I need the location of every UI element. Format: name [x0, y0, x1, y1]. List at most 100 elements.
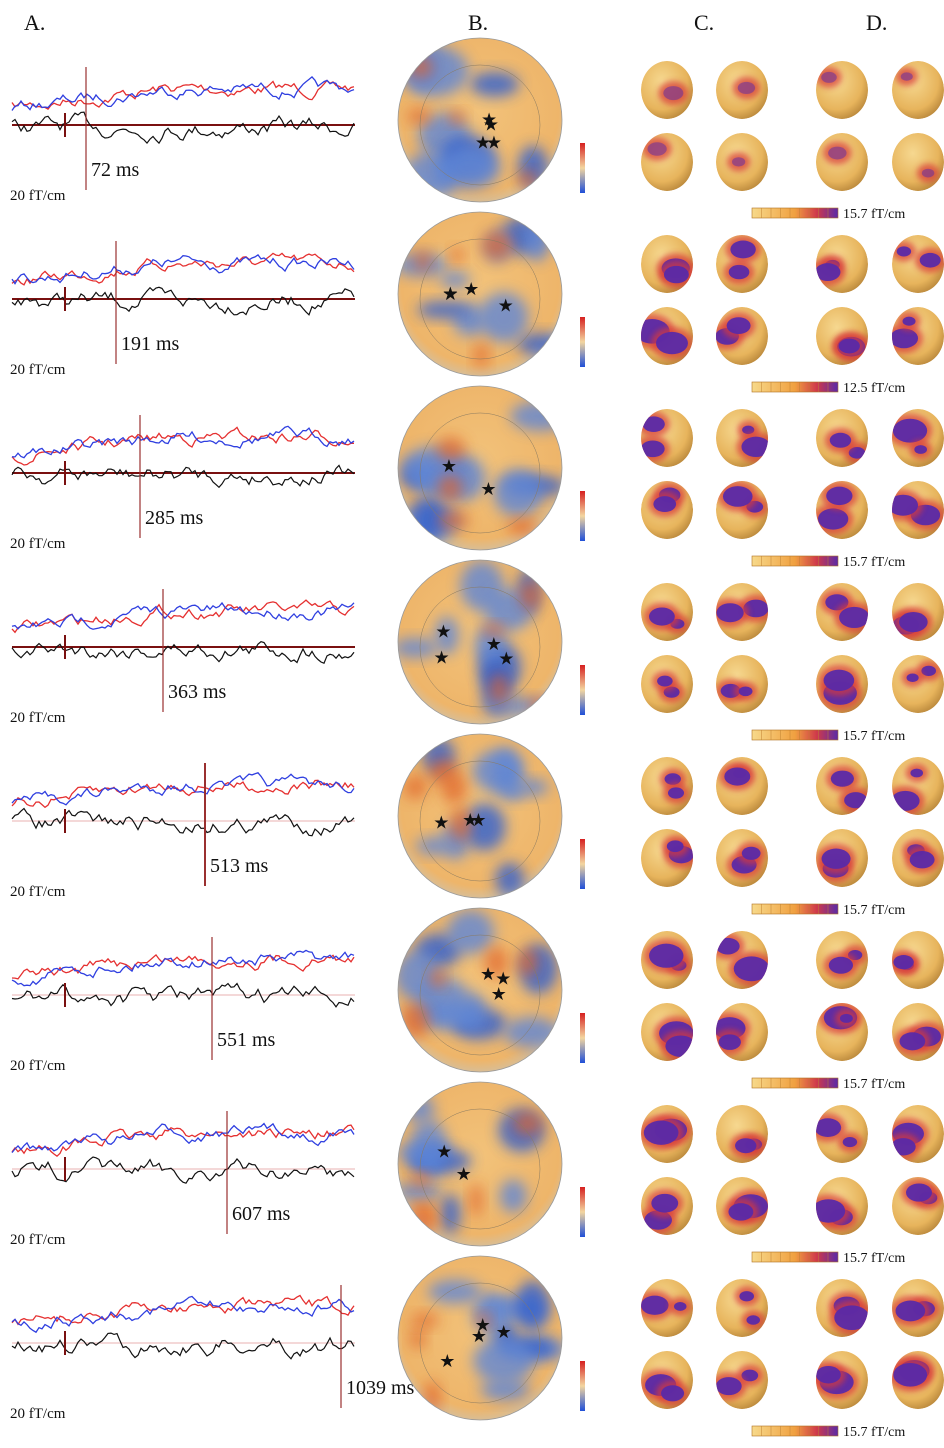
source-star: ★ [442, 283, 458, 303]
head-render [716, 757, 768, 815]
activation [741, 436, 768, 457]
source-star: ★ [498, 296, 514, 316]
head-render [716, 409, 768, 467]
trace-black [11, 982, 355, 1008]
activation [829, 432, 852, 448]
colorbar [751, 381, 839, 393]
head-render [892, 655, 944, 713]
trace-red [11, 779, 355, 809]
activation [737, 81, 756, 95]
trace-blue [11, 75, 355, 111]
blue-blob [473, 1337, 535, 1384]
red-blob [484, 946, 509, 979]
head-render [716, 235, 768, 293]
scale-label: 20 fT/cm [10, 884, 66, 900]
head-render [641, 1279, 693, 1337]
activation [665, 1035, 693, 1057]
head-render [641, 307, 693, 365]
blue-blob [504, 1016, 559, 1049]
source-star: ★ [471, 1326, 487, 1346]
red-blob [489, 672, 508, 705]
head-render [816, 481, 868, 539]
head-render [816, 307, 868, 365]
activation [823, 669, 855, 692]
head-render [816, 655, 868, 713]
topo-colorbar [580, 665, 585, 715]
red-blob [519, 170, 537, 188]
source-star: ★ [433, 812, 449, 832]
head-render [816, 409, 868, 467]
source-star: ★ [495, 968, 511, 988]
head-render [716, 307, 768, 365]
activation [716, 937, 740, 955]
activation [651, 1193, 679, 1213]
red-blob [469, 1183, 483, 1217]
activation [663, 265, 689, 284]
red-blob [507, 518, 537, 536]
colorbar-label: 15.7 fT/cm [843, 1251, 905, 1266]
topomap [398, 38, 562, 202]
source-star: ★ [475, 133, 491, 153]
head-render [892, 1003, 944, 1061]
activation [718, 1034, 741, 1050]
activation [818, 508, 849, 530]
head-render [716, 655, 768, 713]
head-render [716, 1177, 768, 1235]
head-render [641, 1105, 693, 1163]
head-render [816, 1351, 868, 1409]
head-outline [419, 934, 541, 1056]
activation [738, 686, 753, 697]
head-render [816, 1177, 868, 1235]
activation [724, 767, 751, 786]
head-outline [419, 238, 541, 360]
red-blob [483, 623, 505, 636]
source-star: ★ [470, 810, 486, 830]
blue-blob [500, 781, 526, 801]
latency-label: 363 ms [168, 681, 227, 703]
head-render [641, 757, 693, 815]
red-blob [437, 474, 463, 501]
head-render [892, 931, 944, 989]
blue-blob [480, 1378, 530, 1401]
source-star: ★ [439, 1351, 455, 1371]
blue-blob [499, 1179, 527, 1213]
activation [742, 425, 755, 435]
head-render [641, 481, 693, 539]
head-render [641, 829, 693, 887]
colorbar [751, 207, 839, 219]
activation [739, 1291, 755, 1302]
activation [896, 246, 912, 257]
trace-black [11, 286, 355, 316]
blue-blob [515, 1280, 551, 1332]
activation [716, 1377, 742, 1396]
red-blob [400, 1003, 430, 1039]
latency-label: 191 ms [121, 333, 180, 355]
activation [642, 416, 665, 432]
activation [666, 840, 684, 853]
activation [728, 264, 750, 280]
activation [838, 338, 860, 354]
activation [661, 1385, 685, 1402]
scale-label: 20 fT/cm [10, 536, 66, 552]
red-blob [481, 231, 512, 260]
topo-colorbar [580, 1013, 585, 1063]
head-render [816, 1003, 868, 1061]
activation [892, 328, 919, 349]
trace-blue [11, 949, 355, 987]
activation [834, 1305, 868, 1331]
head-render [816, 1105, 868, 1163]
latency-label: 607 ms [232, 1203, 291, 1225]
topomap-outline [397, 559, 563, 725]
head-render [816, 931, 868, 989]
activation [839, 1013, 853, 1023]
blue-blob [510, 401, 562, 432]
activation [892, 790, 920, 811]
head-render [641, 409, 693, 467]
activation [893, 1362, 928, 1387]
activation [906, 1183, 932, 1202]
blue-blob [493, 469, 543, 517]
head-render [716, 1351, 768, 1409]
head-render [716, 1279, 768, 1337]
activation [653, 496, 677, 513]
trace-red [11, 953, 355, 980]
